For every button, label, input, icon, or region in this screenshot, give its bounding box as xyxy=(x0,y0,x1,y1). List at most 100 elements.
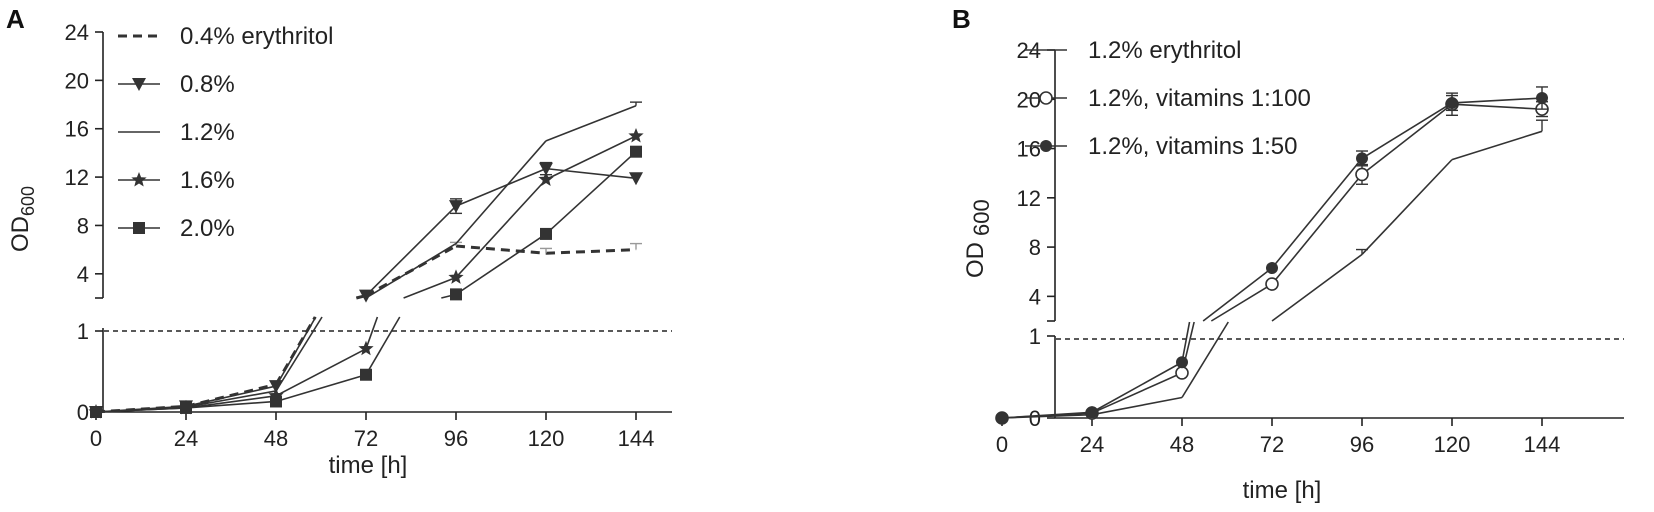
y-tick-label: 8 xyxy=(77,213,89,238)
data-point xyxy=(629,172,643,186)
series-line-segment xyxy=(1451,103,1543,110)
series-line-segment xyxy=(545,248,637,255)
legend-item: 0.4% erythritol xyxy=(118,23,333,50)
legend-marker xyxy=(131,172,147,187)
y-tick-label: 20 xyxy=(65,68,89,93)
data-point xyxy=(269,380,283,394)
legend-marker xyxy=(1040,140,1052,152)
series-line-segment xyxy=(545,105,637,142)
series-line-segment xyxy=(1271,173,1363,285)
series-line-segment xyxy=(455,244,547,255)
series-line-segment xyxy=(455,178,547,278)
y-tick-label: 16 xyxy=(65,117,89,142)
series-line-segment xyxy=(365,316,379,350)
legend-label: 1.2%, vitamins 1:100 xyxy=(1088,85,1311,112)
series-line-segment xyxy=(1361,102,1453,160)
x-tick-label: 96 xyxy=(444,426,468,451)
series-line-segment xyxy=(403,276,457,299)
panel-letter-b: B xyxy=(952,4,971,34)
legend-label: 0.4% erythritol xyxy=(180,23,333,50)
y-tick-label: 16 xyxy=(1017,137,1041,162)
x-axis-label: time [h] xyxy=(1243,477,1322,504)
y-tick-label: 12 xyxy=(65,165,89,190)
series-line-segment xyxy=(275,316,317,387)
series-1 xyxy=(95,241,642,414)
series-line-segment xyxy=(455,233,547,296)
series-line-segment xyxy=(545,151,637,235)
series-line-segment xyxy=(275,373,367,403)
series-line-segment xyxy=(455,140,547,245)
y-tick-label: 4 xyxy=(77,262,89,287)
x-tick-label: 96 xyxy=(1350,432,1374,457)
y-tick-label: 0 xyxy=(1029,406,1041,431)
series-line-segment xyxy=(545,135,637,181)
series-line-segment xyxy=(1181,321,1229,398)
panel-letter-a: A xyxy=(6,4,25,34)
x-tick-label: 0 xyxy=(996,432,1008,457)
series-3 xyxy=(996,86,1548,424)
y-axis-label: OD 600 xyxy=(962,199,994,278)
legend-label: 1.2%, vitamins 1:50 xyxy=(1088,133,1297,160)
panel-a: A OD600 time [h] 0 24 48 72 96 120 14401481216… xyxy=(6,4,672,479)
x-tick-label: 24 xyxy=(1080,432,1104,457)
legend-item: 1.2%, vitamins 1:50 xyxy=(1025,133,1297,160)
y-tick-label: 20 xyxy=(1017,87,1041,112)
y-axis-label-subscript: 600 xyxy=(18,186,38,216)
x-tick-label: 72 xyxy=(1260,432,1284,457)
x-tick-label: 48 xyxy=(1170,432,1194,457)
series-line-segment xyxy=(545,167,637,180)
series-line-segment xyxy=(365,316,401,376)
legend: 1.2% erythritol 1.2%, vitamins 1:100 1.2%,… xyxy=(1025,37,1311,160)
data-point xyxy=(628,128,644,143)
series-line-segment xyxy=(1271,253,1363,322)
data-point xyxy=(1175,366,1189,380)
data-point xyxy=(630,145,642,158)
y-tick-label: 12 xyxy=(1017,186,1041,211)
legend-item: 1.2% erythritol xyxy=(1025,37,1241,64)
x-tick-label: 48 xyxy=(264,426,288,451)
legend-label: 0.8% xyxy=(180,71,235,98)
panel-b: B OD600 time [h] 0 24 48 72 96 120 14401481216… xyxy=(952,4,1624,504)
data-point xyxy=(449,200,463,214)
data-point xyxy=(360,368,372,381)
series-line-segment xyxy=(185,390,277,408)
series-group xyxy=(995,86,1549,425)
y-tick-label: 1 xyxy=(1029,324,1041,349)
data-point xyxy=(996,412,1008,424)
series-5 xyxy=(90,145,642,418)
series-line-segment xyxy=(1451,130,1543,161)
y-tick-label: 8 xyxy=(1029,235,1041,260)
series-line-segment xyxy=(1091,361,1183,413)
legend-item: 1.6% xyxy=(118,167,235,194)
legend-item: 1.2%, vitamins 1:100 xyxy=(1025,85,1311,112)
series-line-segment xyxy=(95,407,187,413)
y-tick-label: 1 xyxy=(77,319,89,344)
data-point xyxy=(538,171,554,186)
y-tick-label: 4 xyxy=(1029,284,1041,309)
y-tick-label: 0 xyxy=(77,400,89,425)
series-line-segment xyxy=(1361,103,1453,176)
data-point xyxy=(180,401,192,414)
x-tick-label: 24 xyxy=(174,426,198,451)
series-line-segment xyxy=(1091,372,1183,414)
series-1 xyxy=(1001,119,1548,419)
series-line-segment xyxy=(1361,159,1453,256)
data-point xyxy=(448,269,464,284)
series-line-segment xyxy=(365,205,457,297)
series-line-segment xyxy=(1202,267,1273,322)
legend-marker xyxy=(133,222,145,234)
series-line-segment xyxy=(275,348,367,397)
y-axis-label-subscript: 600 xyxy=(969,199,994,236)
series-line-segment xyxy=(1091,396,1183,416)
data-point xyxy=(270,395,282,408)
data-point xyxy=(359,289,373,303)
legend-item: 2.0% xyxy=(118,215,235,242)
series-line-segment xyxy=(1451,97,1543,104)
y-tick-label: 24 xyxy=(65,20,89,45)
x-tick-label: 144 xyxy=(1524,432,1561,457)
x-tick-label: 120 xyxy=(1434,432,1471,457)
series-line-segment xyxy=(1210,283,1273,322)
x-tick-label: 120 xyxy=(528,426,565,451)
